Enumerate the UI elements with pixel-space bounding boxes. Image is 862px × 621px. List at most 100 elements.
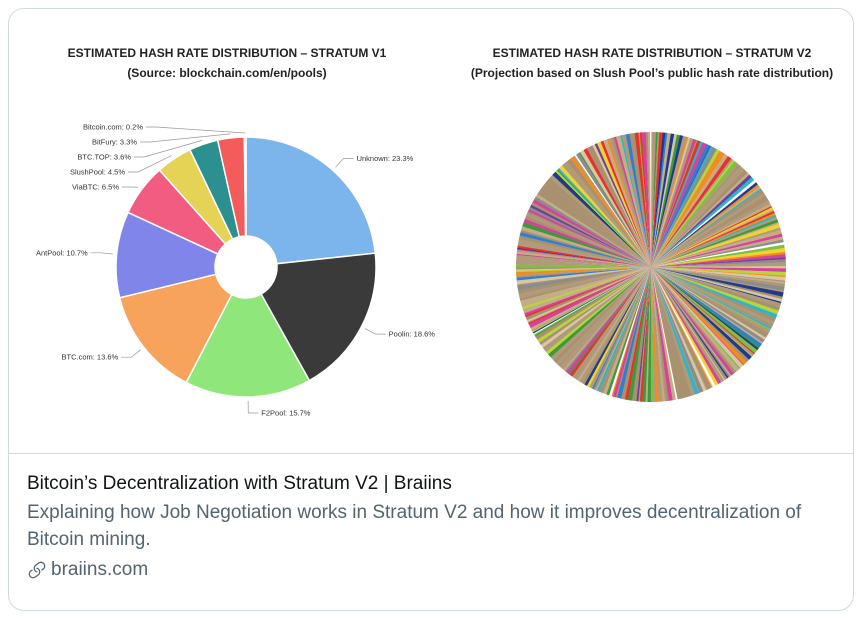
- chart-v2-slice: [651, 219, 779, 267]
- chart-v2-slice: [608, 137, 651, 267]
- chart-v2-slice: [651, 267, 752, 360]
- chart-v2-slice: [651, 138, 697, 267]
- chart-v2-slice: [519, 267, 651, 299]
- chart-v2-slice: [638, 132, 651, 267]
- chart-v2-slice: [651, 158, 734, 267]
- chart-v2-slice: [542, 267, 651, 349]
- chart-v2-slice: [593, 267, 651, 391]
- chart-v2-slice: [651, 267, 737, 374]
- chart-v2-slice: [651, 267, 684, 399]
- chart-v2-slice: [532, 199, 651, 267]
- chart-v2-slice: [528, 267, 651, 328]
- chart-v2-slice: [651, 267, 775, 326]
- chart-v1-slice-label: Bitcoin.com: 0.2%: [83, 123, 143, 132]
- chart-v2-slice: [576, 152, 651, 267]
- chart-v1-labels: Unknown: 23.3% Poolin: 18.6% F2Pool: 15.7%…: [36, 123, 435, 418]
- link-preview-card[interactable]: ESTIMATED HASH RATE DISTRIBUTION – STRAT…: [8, 8, 854, 611]
- chart-v2-slice: [651, 267, 753, 357]
- chart-v2-slice: [651, 267, 769, 335]
- chart-v1-title: ESTIMATED HASH RATE DISTRIBUTION – STRAT…: [68, 46, 387, 60]
- chart-v2-slice: [651, 227, 781, 267]
- chart-v2-slice: [651, 267, 755, 357]
- chart-v1-slice: [245, 136, 377, 265]
- chart-v2-slice: [651, 182, 758, 267]
- chart-v2-slice: [651, 267, 713, 388]
- chart-v2-pie: [516, 132, 786, 402]
- chart-v2-slice: [518, 267, 651, 297]
- chart-v1-subtitle: (Source: blockchain.com/en/pools): [127, 66, 326, 80]
- chart-v2-slice: [651, 192, 765, 267]
- card-info[interactable]: Bitcoin’s Decentralization with Stratum …: [27, 471, 835, 583]
- chart-v2-slice: [518, 267, 651, 296]
- chart-v2-slice: [591, 267, 651, 390]
- chart-v2-slice: [521, 225, 651, 267]
- chart-v2-slice: [651, 257, 786, 267]
- chart-v2-slice: [651, 267, 747, 365]
- chart-v2-slice: [534, 196, 651, 267]
- chart-v2-slice: [583, 148, 651, 267]
- chart-v2-slice: [651, 153, 729, 267]
- chart-v2-slice: [651, 267, 704, 394]
- chart-v2-slice: [527, 209, 651, 267]
- chart-v2-slice: [651, 172, 750, 267]
- chart-v2-slice: [651, 267, 667, 402]
- chart-v2-slice: [651, 145, 712, 267]
- chart-v2-slice: [651, 214, 777, 267]
- chart-v2-slice: [517, 267, 651, 291]
- chart-v2-slice: [651, 267, 696, 396]
- chart-v2-slice: [547, 177, 651, 267]
- chart-v2-slice: [651, 146, 714, 267]
- chart-v2-slice: [532, 267, 651, 333]
- chart-v2-slice: [651, 267, 678, 400]
- chart-v2-slice: [517, 267, 651, 286]
- chart-v2-slice: [651, 267, 657, 402]
- chart-v2-slice: [639, 132, 651, 267]
- chart-v2-slice: [532, 267, 651, 334]
- chart-v2-slice: [600, 140, 651, 267]
- chart-v2-slice: [565, 267, 651, 375]
- chart-v2-slice: [553, 267, 651, 363]
- chart-v2-slice: [602, 267, 651, 395]
- chart-v2-slice: [651, 267, 732, 377]
- chart-v2-slice: [620, 135, 651, 267]
- chart-v2-slice: [651, 149, 720, 267]
- chart-v2-slice: [651, 229, 782, 267]
- chart-v1-slice-label: F2Pool: 15.7%: [261, 408, 311, 417]
- preview-image[interactable]: ESTIMATED HASH RATE DISTRIBUTION – STRAT…: [9, 9, 853, 454]
- chart-v2-slice: [516, 267, 651, 278]
- chart-v2-slice: [530, 204, 651, 267]
- chart-v2-slice: [556, 169, 651, 267]
- chart-v2-slice: [522, 267, 651, 314]
- chart-v2-slice: [651, 267, 744, 369]
- chart-v2-slice: [651, 267, 728, 381]
- chart-v2-slice: [559, 165, 651, 267]
- chart-v2-slice: [651, 188, 762, 267]
- chart-v2-slice: [651, 177, 755, 267]
- chart-v2-slice: [524, 267, 651, 316]
- chart-v1-slice: [115, 211, 219, 299]
- chart-v2-slice: [651, 244, 785, 267]
- chart-v2-slice: [531, 267, 651, 332]
- chart-v2-slice: [539, 187, 651, 267]
- chart-v2-slice: [651, 180, 757, 267]
- chart-v2-slice: [519, 267, 651, 301]
- chart-v2-slice: [651, 233, 783, 267]
- chart-v2-slice: [651, 223, 781, 267]
- chart-v1-leader-line: [140, 133, 231, 143]
- chart-v2-slice: [533, 267, 651, 336]
- chart-v2-slice: [651, 168, 745, 267]
- chart-v1-leader-line: [121, 349, 141, 358]
- chart-v2-slice: [592, 144, 651, 267]
- chart-v2-slice: [651, 195, 767, 267]
- chart-v2-slice: [651, 189, 765, 267]
- chart-v2-slice: [586, 146, 651, 267]
- chart-v1-leader-line: [128, 155, 172, 173]
- chart-v2-slice: [651, 207, 774, 267]
- chart-v2-slice: [516, 267, 651, 285]
- chart-v2-slice: [555, 267, 651, 366]
- chart-v2-slice: [540, 267, 651, 348]
- chart-v2-slice: [595, 267, 651, 391]
- card-domain[interactable]: braiins.com: [27, 557, 835, 583]
- chart-v2-slice: [516, 267, 651, 271]
- chart-v2-slice: [526, 213, 651, 267]
